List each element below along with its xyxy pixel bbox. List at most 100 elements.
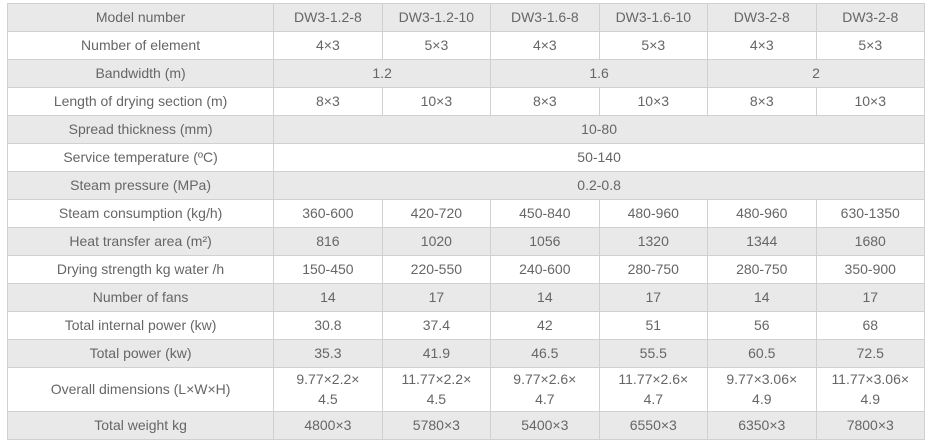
table-row-spread-thickness: Spread thickness (mm) 10-80 [6,115,925,144]
table-cell: 10×3 [598,87,709,116]
table-cell: 8×3 [490,87,600,116]
table-cell: DW3-2-8 [815,3,925,32]
table-cell: 11.77×2.6× 4.7 [598,367,709,412]
table-cell: 37.4 [381,311,492,340]
table-cell: 2 [707,59,925,88]
table-cell: 10-80 [273,115,925,144]
table-cell: 4800×3 [273,410,383,440]
table-cell: 72.5 [815,339,925,368]
table-cell: 8×3 [707,87,817,116]
table-cell: 150-450 [273,255,383,284]
table-cell: 14 [273,283,383,312]
spec-table-body: Model number DW3-1.2-8 DW3-1.2-10 DW3-1.6-8… [6,3,925,440]
table-cell: 50-140 [273,143,925,172]
table-cell: 17 [815,283,925,312]
table-cell: 5×3 [815,31,925,60]
table-cell: 5400×3 [490,410,600,440]
row-label: Steam pressure (MPa) [6,171,275,200]
table-cell: 9.77×2.2× 4.5 [273,367,383,412]
row-label: Number of fans [6,283,275,312]
table-cell: 51 [598,311,709,340]
table-cell: 816 [273,227,383,256]
table-cell: 17 [598,283,709,312]
table-row-drying-strength: Drying strength kg water /h 150-450 220-55… [6,255,925,284]
table-row-number-of-element: Number of element 4×3 5×3 4×3 5×3 4×3 5×3 [6,31,925,60]
table-row-model-number: Model number DW3-1.2-8 DW3-1.2-10 DW3-1.6-8… [6,3,925,32]
table-cell: 4×3 [273,31,383,60]
table-cell: 41.9 [381,339,492,368]
table-cell: 9.77×2.6× 4.7 [490,367,600,412]
table-row-number-of-fans: Number of fans 14 17 14 17 14 17 [6,283,925,312]
table-cell: 6350×3 [707,410,817,440]
row-label: Model number [6,3,275,32]
dryer-spec-table: Model number DW3-1.2-8 DW3-1.2-10 DW3-1.6-8… [6,3,925,440]
row-label: Heat transfer area (m²) [6,227,275,256]
row-label: Length of drying section (m) [6,87,275,116]
table-cell: DW3-1.2-8 [273,3,383,32]
table-row-heat-transfer-area: Heat transfer area (m²) 816 1020 1056 1320 13… [6,227,925,256]
table-cell: 30.8 [273,311,383,340]
table-cell: 480-960 [707,199,817,228]
row-label: Bandwidth (m) [6,59,275,88]
table-cell: 14 [707,283,817,312]
table-cell: 350-900 [815,255,925,284]
table-cell: 42 [490,311,600,340]
table-cell: 280-750 [598,255,709,284]
table-row-total-weight: Total weight kg 4800×3 5780×3 5400×3 6550×3 6… [6,410,925,440]
table-cell: 1.6 [490,59,709,88]
table-cell: 450-840 [490,199,600,228]
table-cell: 220-550 [381,255,492,284]
table-cell: 360-600 [273,199,383,228]
table-cell: DW3-2-8 [707,3,817,32]
row-label: Spread thickness (mm) [6,115,275,144]
table-cell: 0.2-0.8 [273,171,925,200]
table-cell: 480-960 [598,199,709,228]
table-cell: 4×3 [707,31,817,60]
table-cell: 35.3 [273,339,383,368]
row-label: Total internal power (kw) [6,311,275,340]
table-cell: 630-1350 [815,199,925,228]
row-label: Number of element [6,31,275,60]
table-row-service-temperature: Service temperature (ºC) 50-140 [6,143,925,172]
table-cell: 1056 [490,227,600,256]
row-label: Steam consumption (kg/h) [6,199,275,228]
table-cell: 11.77×3.06× 4.9 [815,367,925,412]
table-cell: 1320 [598,227,709,256]
table-cell: 11.77×2.2× 4.5 [381,367,492,412]
table-cell: 240-600 [490,255,600,284]
table-row-total-internal-power: Total internal power (kw) 30.8 37.4 42 51 56 6… [6,311,925,340]
row-label: Overall dimensions (L×W×H) [6,367,275,412]
table-cell: 17 [381,283,492,312]
table-cell: 55.5 [598,339,709,368]
table-cell: DW3-1.6-8 [490,3,600,32]
table-row-steam-pressure: Steam pressure (MPa) 0.2-0.8 [6,171,925,200]
row-label: Drying strength kg water /h [6,255,275,284]
table-cell: 46.5 [490,339,600,368]
table-row-total-power: Total power (kw) 35.3 41.9 46.5 55.5 60.5 72.5 [6,339,925,368]
table-cell: 1.2 [273,59,492,88]
row-label: Service temperature (ºC) [6,143,275,172]
table-cell: 9.77×3.06× 4.9 [707,367,817,412]
table-cell: 10×3 [815,87,925,116]
table-cell: 5780×3 [381,410,492,440]
table-cell: 68 [815,311,925,340]
table-cell: 1344 [707,227,817,256]
table-row-bandwidth: Bandwidth (m) 1.2 1.6 2 [6,59,925,88]
table-cell: 420-720 [381,199,492,228]
table-cell: 7800×3 [815,410,925,440]
table-cell: 60.5 [707,339,817,368]
row-label: Total power (kw) [6,339,275,368]
table-cell: 1680 [815,227,925,256]
table-cell: 10×3 [381,87,492,116]
table-cell: DW3-1.6-10 [598,3,709,32]
table-cell: 1020 [381,227,492,256]
table-cell: 6550×3 [598,410,709,440]
table-cell: DW3-1.2-10 [381,3,492,32]
table-cell: 5×3 [598,31,709,60]
table-row-length-of-drying-section: Length of drying section (m) 8×3 10×3 8×3 10… [6,87,925,116]
table-cell: 5×3 [381,31,492,60]
table-cell: 8×3 [273,87,383,116]
table-row-overall-dimensions: Overall dimensions (L×W×H) 9.77×2.2× 4.5 1… [6,367,925,412]
table-cell: 280-750 [707,255,817,284]
